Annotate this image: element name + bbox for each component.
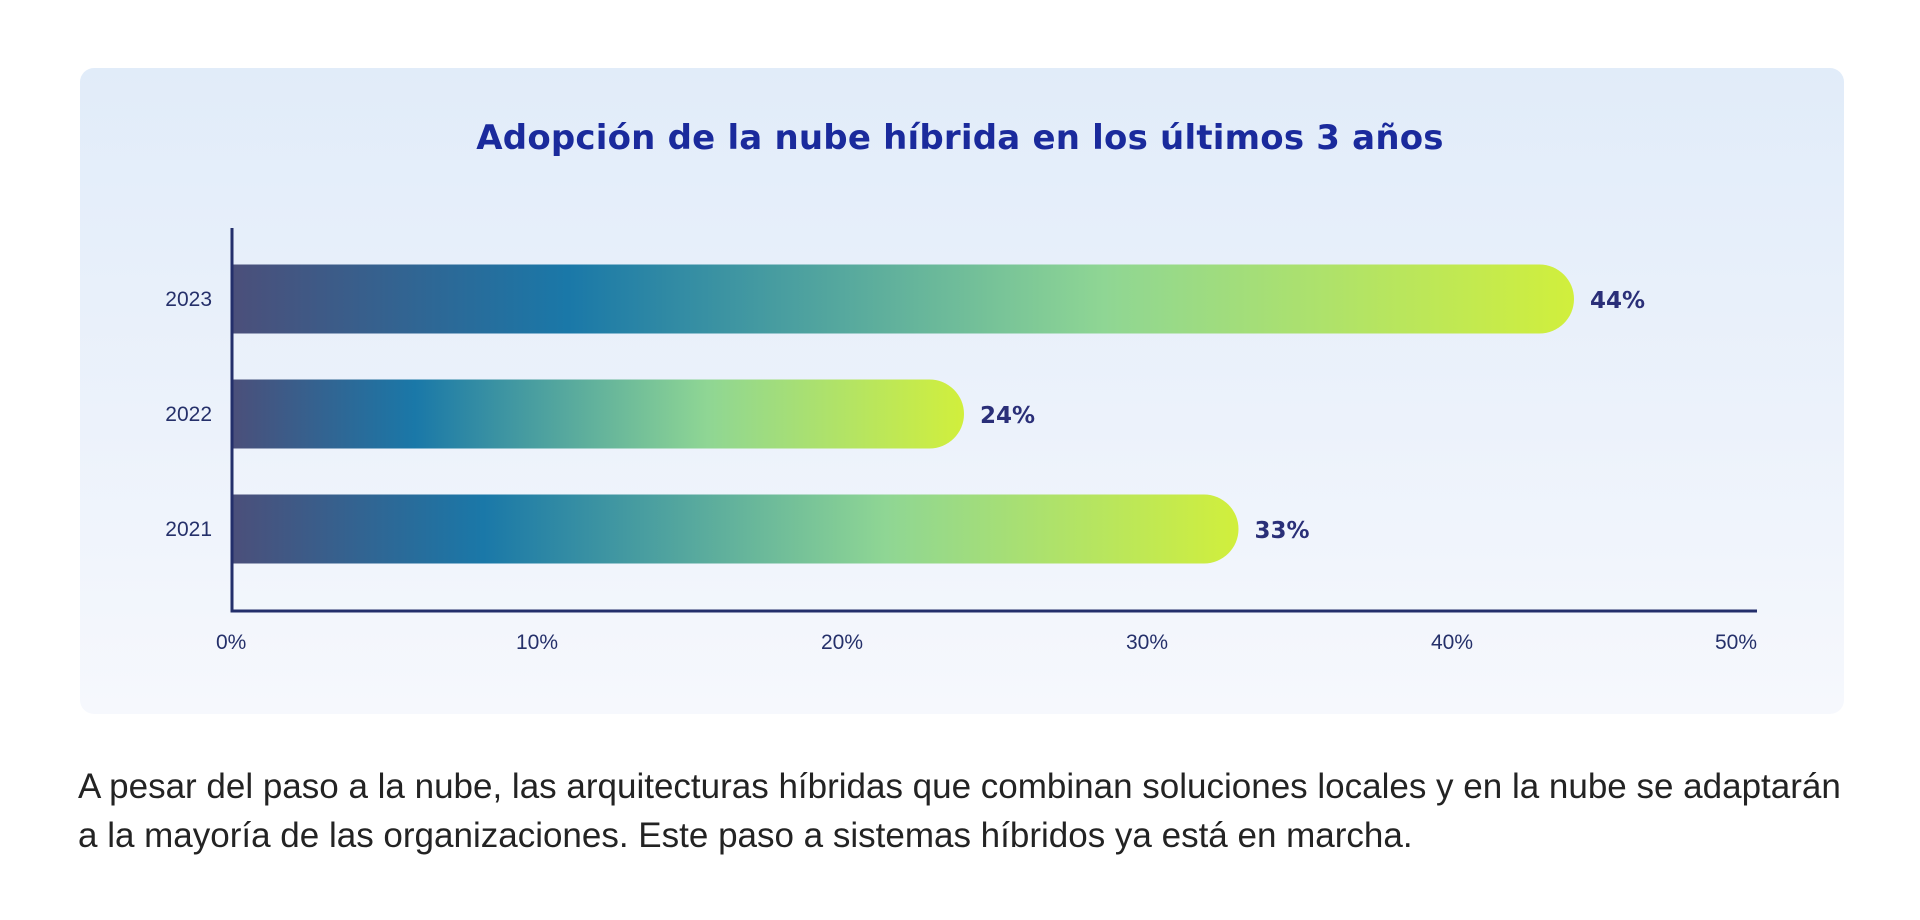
x-tick-label-30: 30% [1126,631,1168,654]
y-tick-label-2021: 2021 [165,518,212,541]
bar-2023 [232,264,1574,334]
data-label-2023: 44% [1590,288,1645,314]
y-tick-label-2023: 2023 [165,288,212,311]
bar-chart: 2023 44% 2022 24% 2021 33% 0% 10% 20% 30% 40% 50% [165,228,1757,654]
x-tick-label-20: 20% [821,631,863,654]
x-tick-label-10: 10% [516,631,558,654]
x-tick-label-0: 0% [216,631,246,654]
bar-2021 [232,494,1239,564]
y-tick-label-2022: 2022 [165,403,212,426]
bar-2022 [232,379,965,449]
body-paragraph: A pesar del paso a la nube, las arquitec… [78,767,1841,855]
x-tick-label-50: 50% [1715,631,1757,654]
data-label-2022: 24% [980,403,1035,429]
x-tick-label-40: 40% [1431,631,1473,654]
data-label-2021: 33% [1255,518,1310,544]
chart-title: Adopción de la nube híbrida en los últim… [476,118,1444,158]
